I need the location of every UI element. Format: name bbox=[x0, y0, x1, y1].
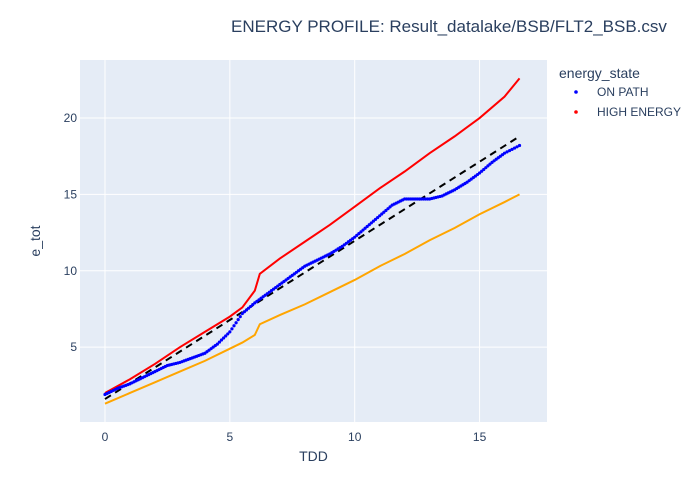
series-line-series-3 bbox=[104, 135, 521, 400]
data-point bbox=[236, 318, 240, 322]
legend-item-high-energy[interactable]: HIGH ENERGY bbox=[574, 105, 681, 119]
data-point bbox=[488, 162, 492, 166]
grid bbox=[80, 60, 547, 422]
data-point bbox=[355, 233, 359, 237]
data-point bbox=[507, 149, 512, 153]
data-point bbox=[384, 208, 388, 213]
data-point bbox=[353, 235, 357, 239]
data-point bbox=[367, 223, 371, 227]
data-point bbox=[226, 332, 230, 336]
data-point bbox=[517, 143, 522, 148]
data-point bbox=[363, 226, 367, 230]
legend-marker-on-path bbox=[574, 90, 578, 94]
data-point bbox=[238, 315, 242, 319]
legend-marker-high-energy bbox=[574, 110, 578, 114]
series-on-path bbox=[103, 143, 522, 397]
data-point bbox=[477, 171, 482, 175]
data-point bbox=[386, 207, 390, 211]
x-tick-label: 0 bbox=[102, 430, 109, 444]
data-point bbox=[357, 232, 361, 236]
x-tick-label: 5 bbox=[226, 430, 233, 444]
data-point bbox=[512, 146, 517, 150]
data-point bbox=[382, 210, 386, 214]
data-point bbox=[221, 336, 226, 340]
data-point bbox=[388, 205, 392, 209]
data-point bbox=[373, 217, 378, 221]
data-point bbox=[230, 327, 234, 331]
y-tick-label: 20 bbox=[64, 111, 78, 125]
legend-label-high-energy: HIGH ENERGY bbox=[597, 105, 681, 119]
series-line-high-energy bbox=[104, 77, 521, 394]
data-point bbox=[232, 324, 236, 328]
series-layer bbox=[103, 77, 522, 405]
data-point bbox=[375, 215, 380, 220]
data-point bbox=[480, 169, 484, 173]
data-point bbox=[515, 145, 519, 149]
data-point bbox=[378, 214, 382, 218]
legend-item-on-path[interactable]: ON PATH bbox=[574, 85, 649, 99]
legend-label-on-path: ON PATH bbox=[597, 85, 649, 99]
data-point bbox=[380, 212, 384, 216]
chart-title: ENERGY PROFILE: Result_datalake/BSB/FLT2… bbox=[231, 17, 667, 36]
data-point bbox=[369, 221, 373, 225]
legend-title: energy_state bbox=[559, 65, 640, 81]
data-point bbox=[371, 219, 376, 223]
data-point bbox=[365, 224, 369, 229]
data-point bbox=[251, 303, 255, 307]
data-point bbox=[224, 334, 228, 338]
data-point bbox=[482, 167, 486, 172]
data-point bbox=[502, 151, 507, 155]
data-point bbox=[484, 166, 488, 170]
y-tick-label: 5 bbox=[70, 340, 77, 354]
y-tick-label: 10 bbox=[64, 264, 78, 278]
data-point bbox=[361, 228, 365, 232]
legend[interactable]: energy_state ON PATH HIGH ENERGY bbox=[559, 65, 681, 119]
data-point bbox=[246, 306, 251, 310]
data-point bbox=[244, 308, 249, 312]
data-point bbox=[228, 330, 232, 334]
x-tick-labels: 0 5 10 15 bbox=[102, 430, 487, 444]
y-tick-labels: 5 10 15 20 bbox=[64, 111, 78, 354]
x-axis-title: TDD bbox=[299, 448, 328, 464]
data-point bbox=[217, 340, 222, 344]
data-point bbox=[510, 147, 514, 151]
data-point bbox=[242, 310, 247, 314]
data-point bbox=[240, 311, 244, 316]
y-tick-label: 15 bbox=[64, 187, 78, 201]
data-point bbox=[359, 230, 363, 234]
data-point bbox=[249, 304, 253, 309]
series-line-series-2 bbox=[104, 193, 520, 405]
y-axis-title: e_tot bbox=[27, 225, 43, 256]
x-tick-label: 10 bbox=[348, 430, 362, 444]
data-point bbox=[219, 338, 224, 342]
data-point bbox=[505, 150, 509, 154]
data-point bbox=[486, 164, 490, 168]
x-tick-label: 15 bbox=[473, 430, 487, 444]
data-point bbox=[234, 321, 238, 325]
data-point bbox=[215, 342, 219, 346]
